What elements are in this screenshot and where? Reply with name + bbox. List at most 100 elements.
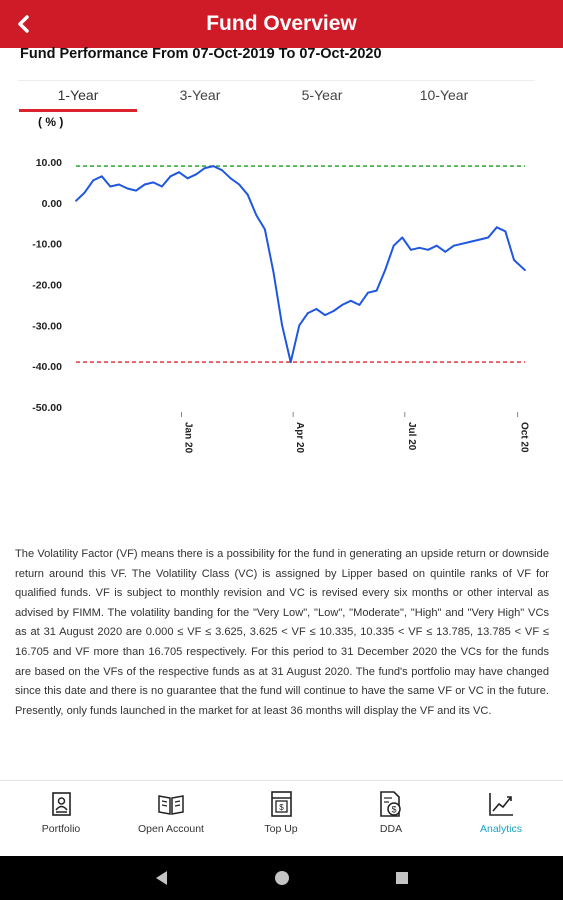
- data-point: [410, 248, 412, 251]
- back-nav-icon[interactable]: [152, 868, 172, 888]
- data-point: [126, 187, 129, 190]
- data-point: [238, 183, 241, 186]
- active-tab-indicator: [19, 109, 137, 112]
- data-point: [513, 259, 515, 261]
- x-tick-label: Jan 20: [183, 422, 194, 454]
- data-point: [427, 248, 429, 251]
- data-point: [143, 183, 146, 186]
- nav-label: Top Up: [264, 823, 298, 835]
- tab-10-year[interactable]: 10-Year: [419, 87, 469, 103]
- data-point: [384, 269, 387, 272]
- data-point: [315, 308, 318, 310]
- nav-analytics[interactable]: Analytics: [446, 781, 556, 857]
- nav-top-up[interactable]: $ Top Up: [226, 781, 336, 857]
- y-axis-unit-label: ( % ): [38, 115, 63, 129]
- nav-label: Open Account: [138, 823, 204, 835]
- data-point: [435, 244, 438, 247]
- home-nav-icon[interactable]: [272, 868, 292, 888]
- svg-text:$: $: [279, 803, 284, 812]
- data-point: [152, 181, 155, 184]
- data-point: [160, 185, 163, 188]
- recents-nav-icon[interactable]: [392, 868, 412, 888]
- data-point: [349, 299, 352, 302]
- data-point: [75, 199, 77, 202]
- x-tick-label: Jul 20: [406, 422, 417, 451]
- data-point: [178, 171, 180, 174]
- data-point: [375, 289, 378, 292]
- nav-label: Portfolio: [41, 823, 81, 835]
- svg-text:$: $: [391, 805, 396, 815]
- data-point: [289, 361, 292, 363]
- data-point: [358, 304, 361, 306]
- data-point: [332, 310, 335, 312]
- data-point: [452, 244, 455, 247]
- dda-icon: $: [380, 791, 401, 817]
- chevron-left-icon: [18, 15, 29, 33]
- analytics-icon: [489, 793, 513, 816]
- tab-5-year[interactable]: 5-Year: [301, 87, 343, 103]
- nav-open-account[interactable]: Open Account: [116, 781, 226, 857]
- page-title: Fund Overview: [206, 12, 357, 35]
- data-point: [341, 304, 344, 306]
- y-tick-label: -50.00: [32, 402, 62, 414]
- y-tick-label: 10.00: [36, 157, 62, 169]
- nav-dda[interactable]: $ DDA: [336, 781, 446, 857]
- nav-label: Analytics: [479, 823, 522, 835]
- top-up-icon: $: [271, 791, 292, 817]
- data-point: [461, 242, 464, 245]
- period-tabs: 1-Year 3-Year 5-Year 10-Year: [18, 80, 535, 112]
- data-point: [418, 246, 421, 249]
- data-point: [221, 169, 223, 172]
- y-tick-label: -40.00: [32, 361, 62, 373]
- y-tick-label: -20.00: [32, 280, 62, 292]
- data-point: [118, 183, 120, 186]
- nav-label: DDA: [379, 823, 403, 835]
- back-button[interactable]: [8, 9, 38, 39]
- x-tick-label: Oct 20: [519, 422, 530, 453]
- portfolio-icon: [52, 792, 71, 816]
- data-point: [186, 177, 189, 180]
- data-point: [255, 214, 258, 216]
- data-point: [169, 175, 172, 178]
- data-point: [298, 324, 301, 327]
- volatility-description: The Volatility Factor (VF) means there i…: [15, 548, 549, 717]
- data-point: [392, 244, 395, 247]
- data-point: [229, 177, 232, 180]
- data-point: [272, 271, 275, 274]
- x-tick-label: Apr 20: [294, 422, 305, 454]
- open-account-icon: [158, 795, 184, 815]
- app-header: Fund Overview: [0, 0, 563, 48]
- data-point: [195, 173, 198, 176]
- performance-chart: ( % ) 10.00 0.00 -10.00 -20.00 -30.00 -40.00 -…: [0, 112, 563, 472]
- data-point: [324, 314, 326, 317]
- data-point: [401, 236, 404, 239]
- system-navigation-bar: [0, 856, 563, 900]
- y-tick-label: -10.00: [32, 239, 62, 251]
- nav-portfolio[interactable]: Portfolio: [6, 781, 116, 857]
- tab-3-year[interactable]: 3-Year: [179, 87, 221, 103]
- y-tick-label: 0.00: [42, 198, 63, 210]
- data-point: [504, 230, 507, 233]
- data-point: [367, 291, 369, 294]
- data-point: [246, 193, 249, 196]
- tab-1-year[interactable]: 1-Year: [57, 87, 99, 103]
- fund-performance-line: [75, 165, 526, 364]
- data-point: [92, 179, 95, 182]
- y-tick-label: -30.00: [32, 320, 62, 332]
- data-point: [478, 238, 481, 241]
- data-point: [524, 269, 526, 272]
- data-point: [135, 189, 138, 192]
- data-point: [100, 175, 103, 178]
- data-point: [470, 240, 472, 243]
- data-point: [444, 250, 447, 253]
- data-point: [495, 226, 498, 229]
- data-point: [109, 185, 112, 188]
- data-point: [83, 191, 86, 194]
- performance-chart-svg: ( % ) 10.00 0.00 -10.00 -20.00 -30.00 -40.00 -…: [32, 115, 530, 454]
- data-point: [264, 228, 266, 231]
- performance-title: Fund Performance From 07-Oct-2019 To 07-…: [20, 46, 382, 62]
- data-point: [281, 324, 283, 327]
- bottom-navigation: Portfolio Open Account $ Top Up $ DDA: [0, 780, 563, 856]
- data-point: [306, 312, 309, 314]
- data-point: [487, 236, 490, 239]
